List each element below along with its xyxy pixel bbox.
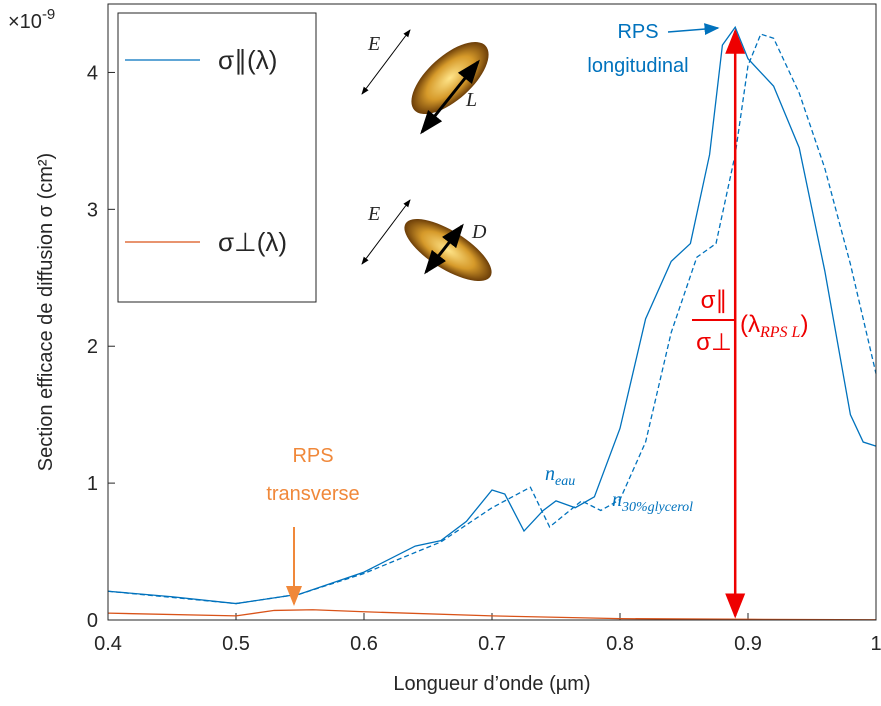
series-line: [107, 25, 877, 605]
x-tick-label: 0.4: [94, 633, 122, 655]
annotations: RPS longitudinal RPS transverse neau n30…: [266, 21, 808, 606]
x-tick-label: 0.9: [734, 633, 762, 655]
legend-label: σ⊥(λ): [218, 227, 287, 257]
y-tick-label: 3: [87, 199, 98, 221]
rps-long: RPS: [617, 21, 658, 43]
x-tick-label: 1: [870, 633, 881, 655]
y-tick-label: 2: [87, 336, 98, 358]
x-tick-label: 0.6: [350, 633, 378, 655]
series-line: [107, 609, 877, 621]
y-tick-label: 4: [87, 62, 98, 84]
y-multiplier: ×10-9: [8, 6, 55, 33]
l-label: L: [465, 89, 477, 111]
y-tick-label: 1: [87, 473, 98, 495]
rps-trans: transverse: [266, 483, 359, 505]
e-label: E: [367, 203, 380, 225]
x-tick-label: 0.7: [478, 633, 506, 655]
d-label: D: [471, 221, 487, 243]
y-tick-label: 0: [87, 610, 98, 632]
y-axis-label: Section efficace de diffusion σ (cm²): [35, 153, 57, 471]
rps-trans: RPS: [292, 445, 333, 467]
ratio-num: σ∥: [701, 287, 728, 314]
rps-long: longitudinal: [587, 55, 688, 77]
e-label: E: [367, 33, 380, 55]
series-line: [107, 33, 877, 605]
x-tick-label: 0.5: [222, 633, 250, 655]
axes-frame: [107, 3, 877, 621]
ratio-arg: (λRPS L): [740, 311, 808, 341]
legend-label: σ∥(λ): [218, 45, 277, 75]
n-glycerol: n30%glycerol: [612, 489, 693, 515]
legend: σ∥(λ) σ⊥(λ) E L E D: [117, 12, 492, 303]
x-tick-label: 0.8: [606, 633, 634, 655]
n-eau: neau: [545, 463, 575, 489]
ratio-den: σ⊥: [696, 329, 732, 356]
x-axis-label: Longueur d’onde (µm): [393, 673, 590, 695]
